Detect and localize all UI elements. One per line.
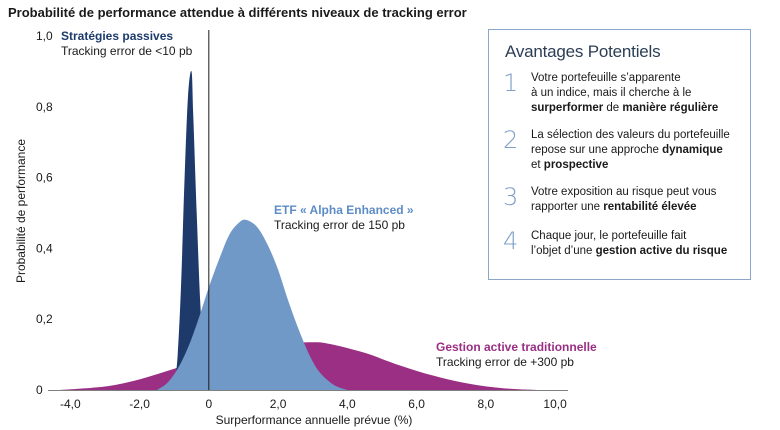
- advantage-text: Chaque jour, le portefeuille fait l’objet…: [531, 229, 745, 259]
- annotation-passive: Stratégies passives Tracking error de <1…: [61, 29, 192, 59]
- series-subtitle-etf: Tracking error de 150 pb: [274, 218, 405, 232]
- x-tick-label: 2,0: [270, 397, 287, 411]
- advantage-text-line: Votre portefeuille s’apparente: [531, 72, 681, 84]
- advantage-number: 3: [503, 183, 519, 211]
- advantage-text-line: rapporter une rentabilité élevée: [531, 201, 697, 213]
- series-label-etf: ETF « Alpha Enhanced »: [274, 203, 414, 217]
- advantage-text-line: à un indice, mais il cherche à le: [531, 87, 692, 99]
- advantage-text-line: La sélection des valeurs du portefeuille: [531, 129, 730, 141]
- y-tick-label: 1,0: [36, 29, 53, 43]
- y-axis-title: Probabilité de performance: [14, 139, 28, 283]
- series-area-etf: [156, 219, 348, 390]
- y-tick-label: 0: [36, 383, 43, 397]
- x-tick-label: 10,0: [543, 397, 567, 411]
- advantage-text-line: repose sur une approche dynamique: [531, 144, 723, 156]
- x-tick-label: 0: [205, 397, 212, 411]
- advantages-title: Avantages Potentiels: [505, 42, 661, 61]
- annotation-active: Gestion active traditionnelle Tracking e…: [436, 340, 597, 370]
- advantage-number: 2: [503, 126, 519, 154]
- series-label-active: Gestion active traditionnelle: [436, 340, 597, 354]
- x-tick-label: -2,0: [129, 397, 150, 411]
- series-subtitle-active: Tracking error de +300 pb: [436, 355, 574, 369]
- series-area-passive: [174, 70, 208, 390]
- x-tick-label: 4,0: [339, 397, 356, 411]
- y-tick-label: 0,8: [36, 100, 53, 114]
- series-subtitle-passive: Tracking error de <10 pb: [61, 44, 193, 58]
- x-tick-label: 6,0: [408, 397, 425, 411]
- advantage-text-line: surperformer de manière régulière: [531, 102, 719, 114]
- advantages-panel: Avantages Potentiels 1 Votre portefeuille…: [488, 29, 751, 280]
- advantage-text: La sélection des valeurs du portefeuille…: [531, 128, 745, 173]
- advantage-text-line: et prospective: [531, 159, 609, 171]
- x-axis-title: Surperformance annuelle prévue (%): [216, 413, 413, 427]
- x-tick-label: -4,0: [60, 397, 81, 411]
- advantage-number: 4: [503, 227, 519, 255]
- advantage-text: Votre portefeuille s’apparente à un indic…: [531, 71, 745, 116]
- x-tick-label: 8,0: [477, 397, 494, 411]
- advantage-text-line: l’objet d’une gestion active du risque: [531, 245, 728, 257]
- advantage-text-line: Votre exposition au risque peut vous: [531, 186, 717, 198]
- advantage-text: Votre exposition au risque peut vous rapp…: [531, 185, 745, 215]
- series-label-passive: Stratégies passives: [61, 29, 174, 43]
- y-tick-label: 0,6: [36, 171, 53, 185]
- chart-title: Probabilité de performance attendue à di…: [8, 5, 467, 20]
- annotation-etf: ETF « Alpha Enhanced » Tracking error de…: [274, 203, 414, 233]
- y-tick-label: 0,4: [36, 241, 53, 255]
- advantage-text-line: Chaque jour, le portefeuille fait: [531, 230, 687, 242]
- advantage-number: 1: [503, 69, 519, 97]
- y-tick-label: 0,2: [36, 312, 53, 326]
